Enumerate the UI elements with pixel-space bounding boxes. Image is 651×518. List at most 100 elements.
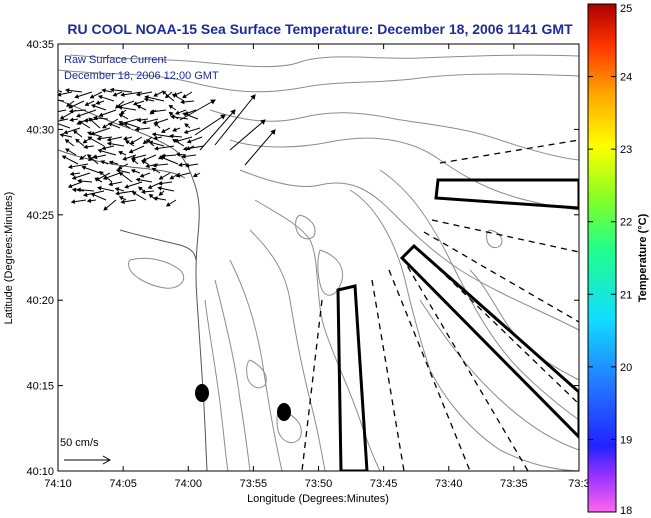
current-vector-head	[106, 141, 112, 147]
current-vector-head	[136, 105, 142, 110]
current-vector-head	[100, 160, 106, 165]
current-vector-head	[142, 139, 148, 145]
survey-boxes	[336, 178, 579, 471]
current-vector-head	[124, 140, 130, 145]
current-vector-head	[130, 169, 136, 174]
y-tick-label: 40:30	[26, 124, 54, 136]
current-vector-head	[144, 95, 149, 100]
current-vector-head	[82, 139, 88, 144]
current-vector-head	[118, 113, 124, 118]
current-vector	[110, 89, 133, 93]
current-vector-head	[74, 94, 79, 99]
current-vector-head	[250, 94, 256, 100]
current-vector-head	[68, 108, 74, 114]
current-vector-head	[169, 133, 174, 139]
current-vector-head	[97, 186, 102, 191]
x-tick-label: 73:55	[240, 478, 268, 490]
current-vector-head	[210, 99, 216, 105]
current-vector	[91, 127, 111, 135]
overlay-line-2: December 18, 2006 12:00 GMT	[64, 70, 219, 82]
station-marker	[277, 403, 291, 421]
current-vector	[58, 118, 69, 122]
current-vector-head	[106, 137, 112, 142]
current-vector	[183, 145, 205, 150]
current-vector-head	[117, 105, 123, 110]
current-vector-head	[128, 149, 134, 154]
current-vector-head	[115, 168, 121, 173]
current-vector-head	[153, 196, 158, 201]
current-vector-head	[78, 120, 84, 125]
current-vector-head	[59, 115, 65, 120]
current-vector-head	[145, 139, 151, 144]
current-vector-head	[172, 139, 177, 144]
current-vector	[179, 99, 216, 121]
colorbar-tick-label: 22	[620, 217, 632, 229]
current-vector-head	[180, 99, 185, 105]
current-vector	[58, 123, 71, 129]
map-plot-area: 50 cm/s Raw Surface Current December 18,…	[58, 44, 579, 471]
colorbar-ticks: 25 24 23 22 21 20 19 18	[588, 3, 632, 517]
current-vector	[244, 129, 276, 166]
scale-arrow	[64, 455, 112, 465]
current-vector-head	[220, 114, 226, 120]
current-vector-head	[148, 193, 154, 199]
y-tick-label: 40:35	[26, 39, 54, 51]
current-vector-head	[182, 112, 187, 117]
current-vector-head	[169, 175, 175, 180]
current-vector-head	[171, 93, 177, 98]
current-vector-head	[260, 119, 266, 125]
current-vector-head	[101, 145, 106, 151]
current-vector	[229, 119, 266, 151]
x-tick-label: 74:10	[44, 478, 72, 490]
current-vector-head	[109, 87, 115, 93]
current-vector-head	[184, 123, 189, 128]
current-vector-head	[92, 115, 98, 121]
current-vector-head	[83, 192, 88, 197]
current-vector-head	[96, 136, 101, 141]
current-vector-head	[141, 119, 147, 125]
y-axis: 40:35 40:30 40:25 40:20 40:15 40:10	[26, 39, 579, 478]
current-vector-head	[230, 109, 236, 115]
current-vector-head	[118, 121, 124, 126]
current-vector-head	[137, 186, 143, 191]
current-vector-head	[87, 156, 93, 161]
current-vector-head	[115, 191, 120, 196]
current-vector-head	[140, 160, 146, 165]
map-title: RU COOL NOAA-15 Sea Surface Temperature:…	[67, 21, 573, 37]
current-vector-head	[79, 155, 84, 160]
current-vector-head	[270, 129, 276, 135]
current-vector-head	[67, 164, 73, 170]
current-vector-head	[178, 162, 183, 168]
current-vector-head	[175, 152, 181, 157]
colorbar-tick-label: 18	[620, 505, 632, 517]
current-vector-head	[143, 97, 149, 102]
current-vector-head	[65, 88, 70, 93]
x-tick-label: 73:40	[435, 478, 463, 490]
current-vector-head	[95, 100, 101, 105]
current-vector-head	[72, 129, 78, 135]
current-vector-head	[123, 121, 128, 126]
current-vector-head	[77, 178, 82, 184]
x-axis-label: Longitude (Degrees:Minutes)	[247, 493, 389, 505]
current-vector	[152, 133, 173, 138]
current-vector-head	[89, 94, 95, 99]
current-vector-head	[135, 91, 141, 97]
current-vector-head	[168, 111, 174, 117]
current-vector-head	[153, 146, 159, 151]
current-vector-head	[168, 104, 174, 110]
bathymetry-contours	[58, 54, 579, 471]
current-vector	[68, 163, 89, 168]
current-vector-head	[75, 138, 80, 144]
current-vector-head	[108, 122, 113, 127]
current-vector	[214, 94, 256, 146]
current-vector-head	[140, 189, 146, 195]
current-vector	[154, 145, 175, 150]
current-vector	[199, 109, 236, 151]
colorbar-tick-label: 21	[620, 289, 632, 301]
surface-current-vectors	[58, 87, 276, 211]
current-vector-head	[101, 88, 106, 93]
current-vector-head	[71, 187, 77, 193]
current-vector-head	[66, 102, 71, 107]
current-vector-head	[184, 163, 190, 168]
current-vector-head	[122, 156, 128, 161]
